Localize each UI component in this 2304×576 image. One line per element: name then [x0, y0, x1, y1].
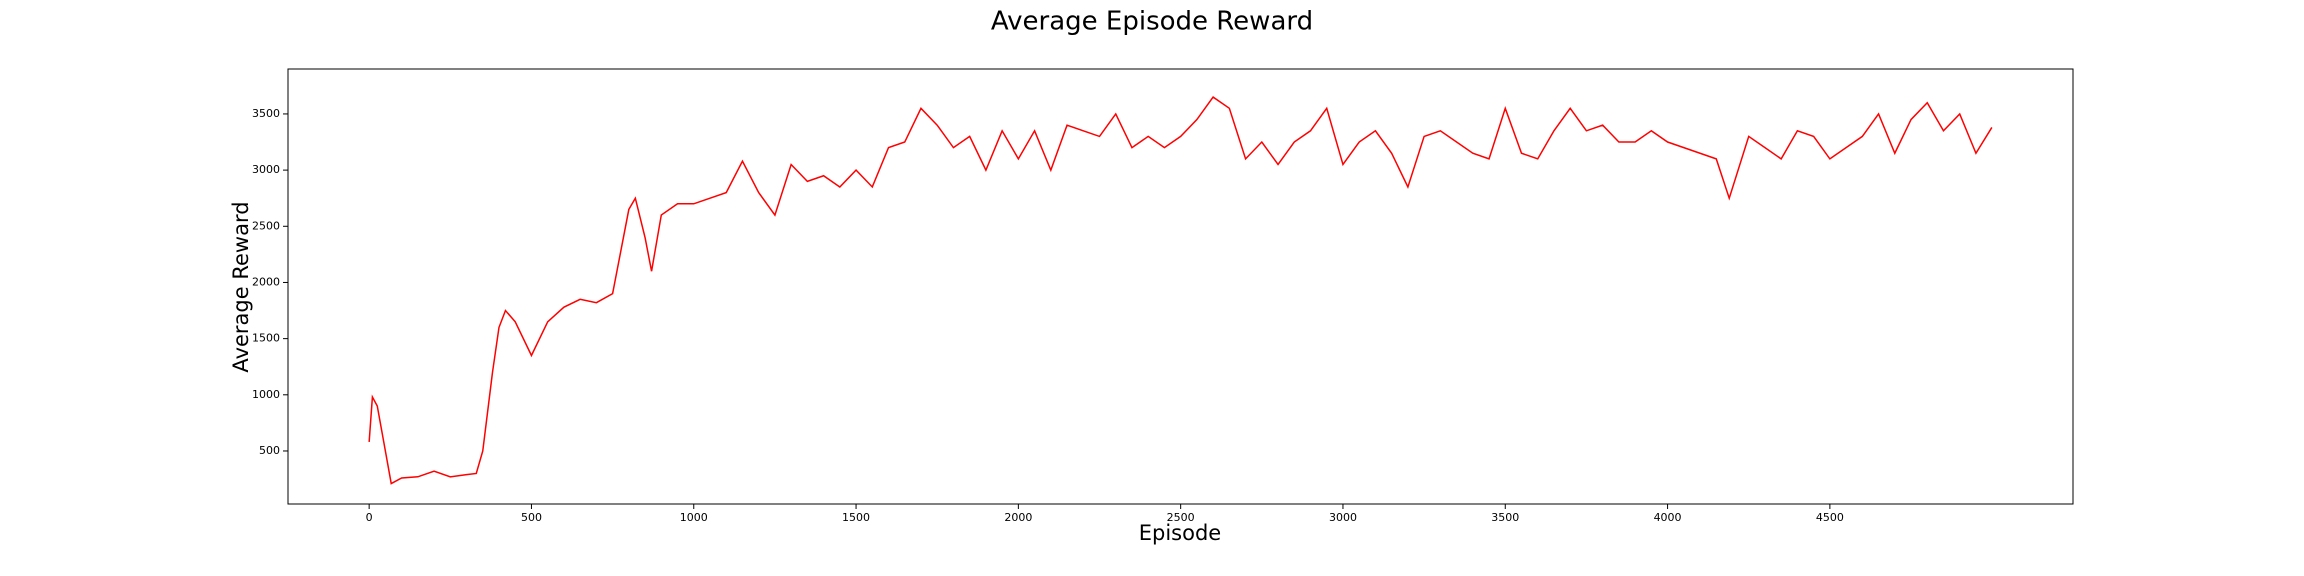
line: [368, 96, 1993, 485]
y-tick-label: 500: [259, 444, 280, 457]
x-tick-label: 1000: [680, 511, 708, 524]
y-tick-label: 1000: [252, 388, 280, 401]
x-tick-label: 2500: [1167, 511, 1195, 524]
y-tick-label: 3000: [252, 163, 280, 176]
chart-title: Average Episode Reward: [991, 7, 1313, 37]
x-tick-label: 500: [521, 511, 542, 524]
y-tick-label: 1500: [252, 332, 280, 345]
y-tick-label: 2500: [252, 219, 280, 232]
x-tick-label: 3000: [1329, 511, 1357, 524]
x-tick-label: 1500: [842, 511, 870, 524]
x-tick-label: 3500: [1491, 511, 1519, 524]
x-axis-label: Episode: [1139, 521, 1221, 545]
x-tick-label: 4500: [1816, 511, 1844, 524]
x-tick-label: 2000: [1004, 511, 1032, 524]
y-axis-label: Average Reward: [229, 201, 253, 372]
x-tick-label: 4000: [1654, 511, 1682, 524]
y-tick-label: 2000: [252, 275, 280, 288]
y-tick-label: 3500: [252, 107, 280, 120]
x-tick-label: 0: [366, 511, 373, 524]
